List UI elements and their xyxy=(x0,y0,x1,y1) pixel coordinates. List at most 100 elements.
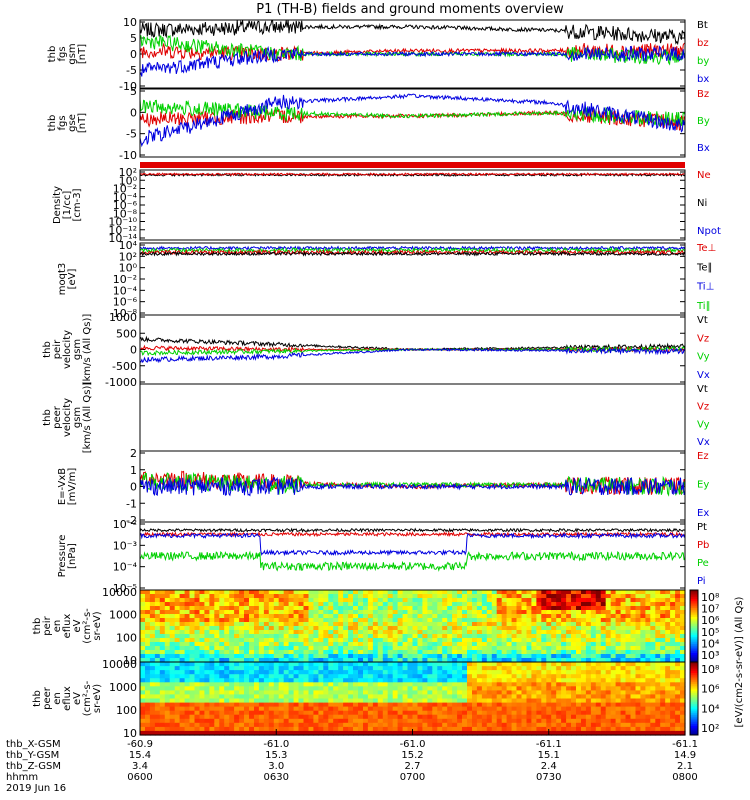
spectro-cell xyxy=(645,730,651,736)
spectro-cell xyxy=(566,710,572,716)
spectro-cell xyxy=(194,730,201,736)
spectro-cell xyxy=(397,686,404,691)
spectro-cell xyxy=(590,706,597,712)
spectro-cell xyxy=(546,694,552,700)
spectro-cell xyxy=(472,726,478,732)
spectro-cell xyxy=(367,722,374,728)
spectro-cell xyxy=(273,602,280,607)
spectro-cell xyxy=(590,674,597,679)
spectro-cell xyxy=(244,682,250,687)
spectro-cell xyxy=(640,622,646,627)
spectro-cell xyxy=(561,622,567,627)
spectro-cell xyxy=(501,726,508,732)
spectro-cell xyxy=(358,682,364,687)
spectro-cell xyxy=(174,718,181,724)
spectro-cell xyxy=(491,590,498,595)
spectro-cell xyxy=(417,634,424,639)
spectro-cell xyxy=(244,706,250,712)
spectro-cell xyxy=(481,686,488,691)
panel-ylabel: peir xyxy=(42,615,53,635)
spectro-cell xyxy=(625,598,632,603)
spectro-cell xyxy=(541,630,547,635)
spectro-cell xyxy=(249,722,255,728)
spectro-cell xyxy=(184,686,191,691)
spectro-cell xyxy=(273,630,280,635)
spectro-cell xyxy=(283,622,290,627)
spectro-cell xyxy=(427,730,433,736)
colorbar-cell xyxy=(690,720,698,723)
spectro-cell xyxy=(457,682,463,687)
spectro-cell xyxy=(313,686,319,691)
spectro-cell xyxy=(605,650,612,655)
spectro-cell xyxy=(263,658,270,663)
spectro-cell xyxy=(392,602,399,607)
spectro-cell xyxy=(665,634,671,639)
spectro-cell xyxy=(387,638,394,643)
spectro-cell xyxy=(536,726,542,732)
spectro-cell xyxy=(358,650,364,655)
spectro-cell xyxy=(318,598,324,603)
spectro-cell xyxy=(164,686,171,691)
spectro-cell xyxy=(481,722,488,728)
spectro-cell xyxy=(541,714,547,720)
spectro-cell xyxy=(179,702,186,708)
spectro-cell xyxy=(635,662,642,667)
spectro-cell xyxy=(348,634,354,639)
spectro-cell xyxy=(159,662,166,667)
spectro-cell xyxy=(263,666,270,671)
spectro-cell xyxy=(481,590,488,595)
spectro-cell xyxy=(283,626,290,631)
spectro-cell xyxy=(169,646,176,651)
colorbar-cell xyxy=(690,611,698,614)
spectro-cell xyxy=(397,610,404,615)
spectro-cell xyxy=(491,602,498,607)
spectro-cell xyxy=(343,654,349,659)
spectro-cell xyxy=(189,654,196,659)
spectro-cell xyxy=(437,666,443,671)
spectro-cell xyxy=(402,674,409,679)
spectro-cell xyxy=(273,594,280,599)
spectro-cell xyxy=(675,658,681,663)
spectro-cell xyxy=(204,726,210,732)
spectro-cell xyxy=(521,686,528,691)
spectro-cell xyxy=(665,642,671,647)
spectro-cell xyxy=(531,730,537,736)
spectro-cell xyxy=(447,682,453,687)
spectro-cell xyxy=(541,718,547,724)
spectro-cell xyxy=(590,718,597,724)
spectro-cell xyxy=(387,710,394,716)
spectro-cell xyxy=(184,606,191,611)
y-tick-label: 10⁻⁸ xyxy=(113,207,138,220)
spectro-cell xyxy=(422,726,428,732)
spectro-cell xyxy=(491,650,498,655)
spectro-cell xyxy=(164,590,171,595)
spectro-cell xyxy=(402,666,409,671)
spectro-cell xyxy=(229,694,235,700)
spectro-cell xyxy=(145,598,151,603)
spectro-cell xyxy=(457,638,463,643)
spectro-cell xyxy=(566,606,572,611)
spectro-cell xyxy=(333,598,339,603)
spectro-cell xyxy=(258,618,265,623)
spectro-cell xyxy=(491,662,498,667)
spectro-cell xyxy=(338,622,344,627)
spectro-cell xyxy=(154,710,161,716)
spectro-cell xyxy=(610,638,617,643)
colorbar-cell xyxy=(690,656,698,659)
spectro-cell xyxy=(561,698,567,704)
spectro-cell xyxy=(333,650,339,655)
spectro-cell xyxy=(511,710,518,716)
series-Tepar xyxy=(139,251,686,257)
spectro-cell xyxy=(254,598,260,603)
spectro-cell xyxy=(288,666,295,671)
spectro-cell xyxy=(432,690,438,696)
spectro-cell xyxy=(665,590,671,595)
spectro-cell xyxy=(670,618,676,623)
spectro-cell xyxy=(566,698,572,704)
spectro-cell xyxy=(457,718,463,724)
spectro-cell xyxy=(263,618,270,623)
spectro-cell xyxy=(625,690,632,696)
spectro-cell xyxy=(258,702,265,708)
spectro-cell xyxy=(566,730,572,736)
spectro-cell xyxy=(343,706,349,712)
